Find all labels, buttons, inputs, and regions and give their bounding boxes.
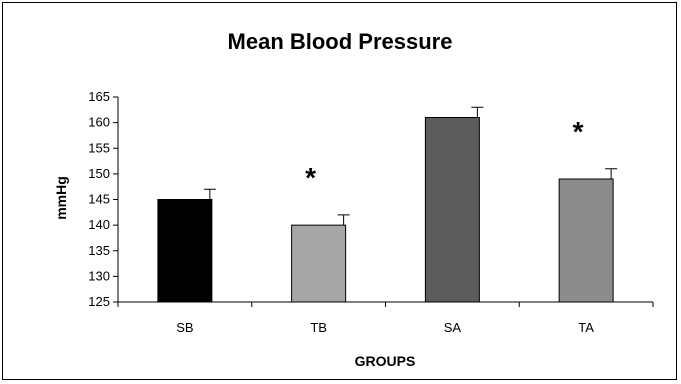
y-tick-label: 165 xyxy=(88,89,110,104)
bar-sa xyxy=(424,117,480,303)
x-tick-label-sb: SB xyxy=(176,320,193,335)
significance-marker-ta: * xyxy=(573,116,584,147)
y-tick-label: 160 xyxy=(88,115,110,130)
y-tick-label: 130 xyxy=(88,268,110,283)
x-tick-label-sa: SA xyxy=(444,320,462,335)
significance-marker-tb: * xyxy=(305,162,316,193)
y-tick-label: 145 xyxy=(88,192,110,207)
chart-frame xyxy=(2,2,677,380)
y-tick-label: 125 xyxy=(88,294,110,309)
y-axis-title: mmHg xyxy=(53,176,69,220)
y-tick-label: 150 xyxy=(88,166,110,181)
y-tick-label: 140 xyxy=(88,217,110,232)
x-tick-label-ta: TA xyxy=(578,320,594,335)
x-tick-label-tb: TB xyxy=(310,320,327,335)
bar-tb xyxy=(291,224,347,303)
bars: ** xyxy=(157,106,618,303)
y-tick-label: 135 xyxy=(88,243,110,258)
y-axis: 125 130 135 140 145 150 155 160 165 xyxy=(88,89,119,309)
x-axis: SB TB SA TA xyxy=(117,301,654,335)
bar-ta xyxy=(558,178,614,303)
y-tick-label: 155 xyxy=(88,140,110,155)
x-axis-title: GROUPS xyxy=(355,353,416,369)
chart-title: Mean Blood Pressure xyxy=(228,29,453,54)
bar-sb xyxy=(157,199,213,303)
